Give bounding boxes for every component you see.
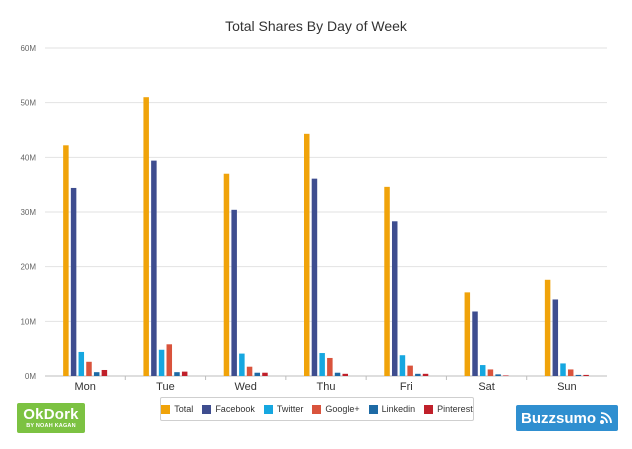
bar-pinterest-wed xyxy=(262,372,268,376)
bar-pinterest-tue xyxy=(181,371,188,376)
legend-swatch xyxy=(312,404,322,414)
bar-facebook-tue xyxy=(151,160,157,376)
grid xyxy=(45,47,607,380)
bar-pinterest-mon xyxy=(101,369,108,376)
okdork-logo-subtext: BY NOAH KAGAN xyxy=(26,422,76,429)
legend-item-facebook[interactable]: Facebook xyxy=(202,404,255,414)
bar-google--sun xyxy=(567,369,574,376)
bar-total-mon xyxy=(63,145,69,376)
legend: Total Facebook Twitter Google+ Linkedin Pinte… xyxy=(160,397,474,421)
legend-item-linkedin[interactable]: Linkedin xyxy=(368,404,416,414)
y-tick-label: 50M xyxy=(20,99,36,108)
bar-twitter-thu xyxy=(319,353,325,376)
y-axis-ticks: 0M 10M 20M 30M 40M 50M 60M xyxy=(20,44,36,381)
y-tick-label: 10M xyxy=(20,317,36,326)
y-tick-label: 40M xyxy=(20,153,36,162)
buzzsumo-logo-text: Buzzsumo xyxy=(521,409,596,427)
bar-pinterest-fri xyxy=(422,373,429,376)
legend-swatch xyxy=(202,404,212,414)
bar-facebook-thu xyxy=(311,178,318,376)
legend-label: Google+ xyxy=(325,404,360,414)
bars xyxy=(63,97,589,376)
x-category-label: Fri xyxy=(400,381,413,393)
x-category-label: Sat xyxy=(478,381,495,393)
bar-total-thu xyxy=(304,133,310,376)
bar-total-wed xyxy=(223,173,230,376)
legend-label: Total xyxy=(174,404,194,414)
y-tick-label: 20M xyxy=(20,263,36,272)
bar-facebook-sun xyxy=(552,299,559,376)
legend-item-total[interactable]: Total xyxy=(161,404,193,414)
okdork-logo-text: OkDork xyxy=(23,405,79,423)
bar-twitter-mon xyxy=(78,351,85,376)
bar-google--thu xyxy=(327,357,333,376)
bar-pinterest-sun xyxy=(583,374,589,376)
bar-total-fri xyxy=(384,186,390,376)
bar-twitter-tue xyxy=(158,349,165,376)
legend-swatch xyxy=(263,404,273,414)
bar-linkedin-fri xyxy=(415,373,421,376)
bar-google--fri xyxy=(407,365,413,376)
bar-google--mon xyxy=(86,361,92,376)
legend-item-pinterest[interactable]: Pinterest xyxy=(424,404,473,414)
legend-swatch xyxy=(161,404,171,414)
signal-icon xyxy=(600,412,612,424)
legend-label: Twitter xyxy=(276,404,304,414)
bar-pinterest-sat xyxy=(503,375,509,376)
bar-linkedin-tue xyxy=(174,372,180,376)
bar-facebook-sat xyxy=(472,311,478,376)
bar-total-sat xyxy=(464,292,471,376)
x-category-label: Sun xyxy=(557,381,577,393)
bar-twitter-fri xyxy=(399,355,406,376)
bar-facebook-fri xyxy=(391,221,398,376)
chart-title: Total Shares By Day of Week xyxy=(225,18,408,34)
bar-google--tue xyxy=(166,344,173,376)
x-category-label: Mon xyxy=(74,381,95,393)
bar-twitter-sat xyxy=(479,365,486,376)
bar-linkedin-sat xyxy=(495,374,501,376)
bar-total-sun xyxy=(544,279,551,376)
bar-google--wed xyxy=(246,366,253,376)
bar-google--sat xyxy=(487,369,494,376)
legend-swatch xyxy=(424,404,434,414)
bar-facebook-wed xyxy=(231,209,237,376)
bar-linkedin-thu xyxy=(334,372,341,376)
x-category-label: Wed xyxy=(235,381,257,393)
bar-linkedin-mon xyxy=(93,372,100,376)
y-tick-label: 60M xyxy=(20,44,36,53)
legend-swatch xyxy=(368,404,378,414)
bar-twitter-sun xyxy=(560,363,566,376)
legend-label: Linkedin xyxy=(381,404,416,414)
bar-linkedin-wed xyxy=(254,372,261,376)
legend-label: Facebook xyxy=(215,404,255,414)
x-category-label: Thu xyxy=(317,381,336,393)
buzzsumo-logo: Buzzsumo xyxy=(516,405,618,431)
legend-item-google-[interactable]: Google+ xyxy=(312,404,360,414)
y-tick-label: 30M xyxy=(20,208,36,217)
legend-item-twitter[interactable]: Twitter xyxy=(263,404,304,414)
bar-total-tue xyxy=(143,97,149,376)
okdork-logo: OkDork BY NOAH KAGAN xyxy=(17,403,85,433)
bar-facebook-mon xyxy=(70,187,77,376)
bar-pinterest-thu xyxy=(342,373,348,376)
x-category-label: Tue xyxy=(156,381,175,393)
bar-twitter-wed xyxy=(239,353,245,376)
legend-label: Pinterest xyxy=(437,404,473,414)
y-tick-label: 0M xyxy=(25,372,36,381)
bar-linkedin-sun xyxy=(575,374,582,376)
x-axis-categories: Mon Tue Wed Thu Fri Sat Sun xyxy=(74,381,576,393)
